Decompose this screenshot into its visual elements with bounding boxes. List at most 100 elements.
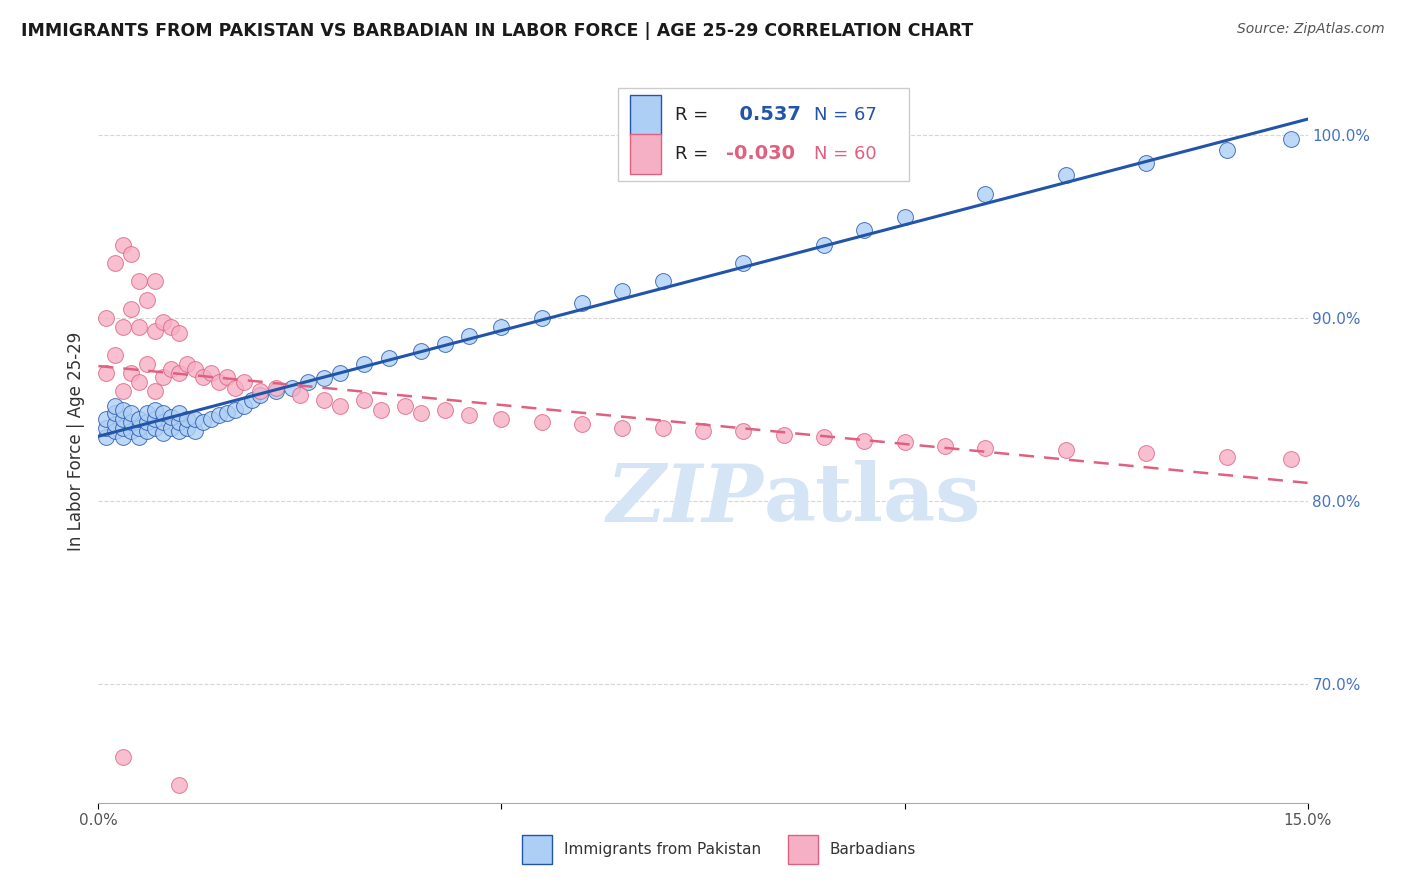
Point [1054,169,1077,183]
Point [120,247,142,261]
Point [200,411,222,425]
Point [1054,442,1077,457]
Point [491,320,513,334]
Point [208,375,231,389]
Point [96,430,118,444]
Point [571,417,593,432]
Point [733,425,755,439]
Point [1216,450,1239,464]
Point [813,238,835,252]
Point [152,369,174,384]
Point [1135,155,1157,169]
Point [176,411,198,425]
Point [264,384,287,399]
Point [184,411,207,425]
Point [96,366,118,380]
Point [434,402,457,417]
Point [96,421,118,435]
Text: -0.030: -0.030 [725,145,794,163]
Point [167,366,190,380]
Text: R =: R = [675,145,714,163]
Point [314,393,336,408]
Point [651,421,673,435]
Point [176,357,198,371]
Point [377,351,399,366]
Point [135,293,157,307]
Point [353,357,375,371]
Point [143,324,166,338]
Point [128,421,150,435]
Point [103,406,125,420]
Point [1281,132,1303,146]
Point [103,417,125,432]
Point [160,320,183,334]
Text: Immigrants from Pakistan: Immigrants from Pakistan [564,842,761,857]
Point [571,296,593,310]
Point [193,369,215,384]
Point [111,750,134,764]
Text: N = 67: N = 67 [814,106,877,124]
Y-axis label: In Labor Force | Age 25-29: In Labor Force | Age 25-29 [66,332,84,551]
Point [135,406,157,420]
Point [160,362,183,376]
Point [1216,143,1239,157]
Point [143,275,166,289]
Text: N = 60: N = 60 [814,145,877,163]
Point [193,415,215,429]
Point [167,415,190,429]
Text: Source: ZipAtlas.com: Source: ZipAtlas.com [1237,22,1385,37]
Point [128,411,150,425]
Point [224,381,246,395]
Point [96,411,118,425]
Point [394,399,416,413]
Point [530,311,553,326]
Point [152,426,174,441]
Point [249,388,271,402]
Point [135,425,157,439]
Point [128,275,150,289]
Point [111,238,134,252]
Text: ZIP: ZIP [606,460,763,538]
Point [208,408,231,422]
Point [128,320,150,334]
Point [167,406,190,420]
Point [160,409,183,424]
Point [772,428,794,442]
Point [232,375,254,389]
Point [281,381,304,395]
Point [120,301,142,316]
FancyBboxPatch shape [619,87,908,181]
Text: 0.537: 0.537 [725,105,801,125]
Point [264,381,287,395]
Point [692,425,714,439]
Point [167,326,190,340]
Point [143,402,166,417]
Point [1281,451,1303,466]
Point [974,186,997,201]
Point [103,425,125,439]
Point [458,329,481,343]
Point [353,393,375,408]
Point [135,357,157,371]
Point [152,315,174,329]
Point [184,362,207,376]
Point [143,384,166,399]
Point [409,406,432,420]
Point [111,421,134,435]
Point [152,406,174,420]
Point [103,348,125,362]
FancyBboxPatch shape [630,95,661,135]
Text: Barbadians: Barbadians [830,842,917,857]
Point [111,430,134,444]
Point [103,256,125,270]
Point [111,384,134,399]
Point [314,371,336,385]
Point [143,421,166,435]
Point [458,408,481,422]
Point [120,415,142,429]
Point [224,402,246,417]
Point [853,223,876,237]
Point [120,425,142,439]
Point [329,366,352,380]
Point [1135,446,1157,460]
